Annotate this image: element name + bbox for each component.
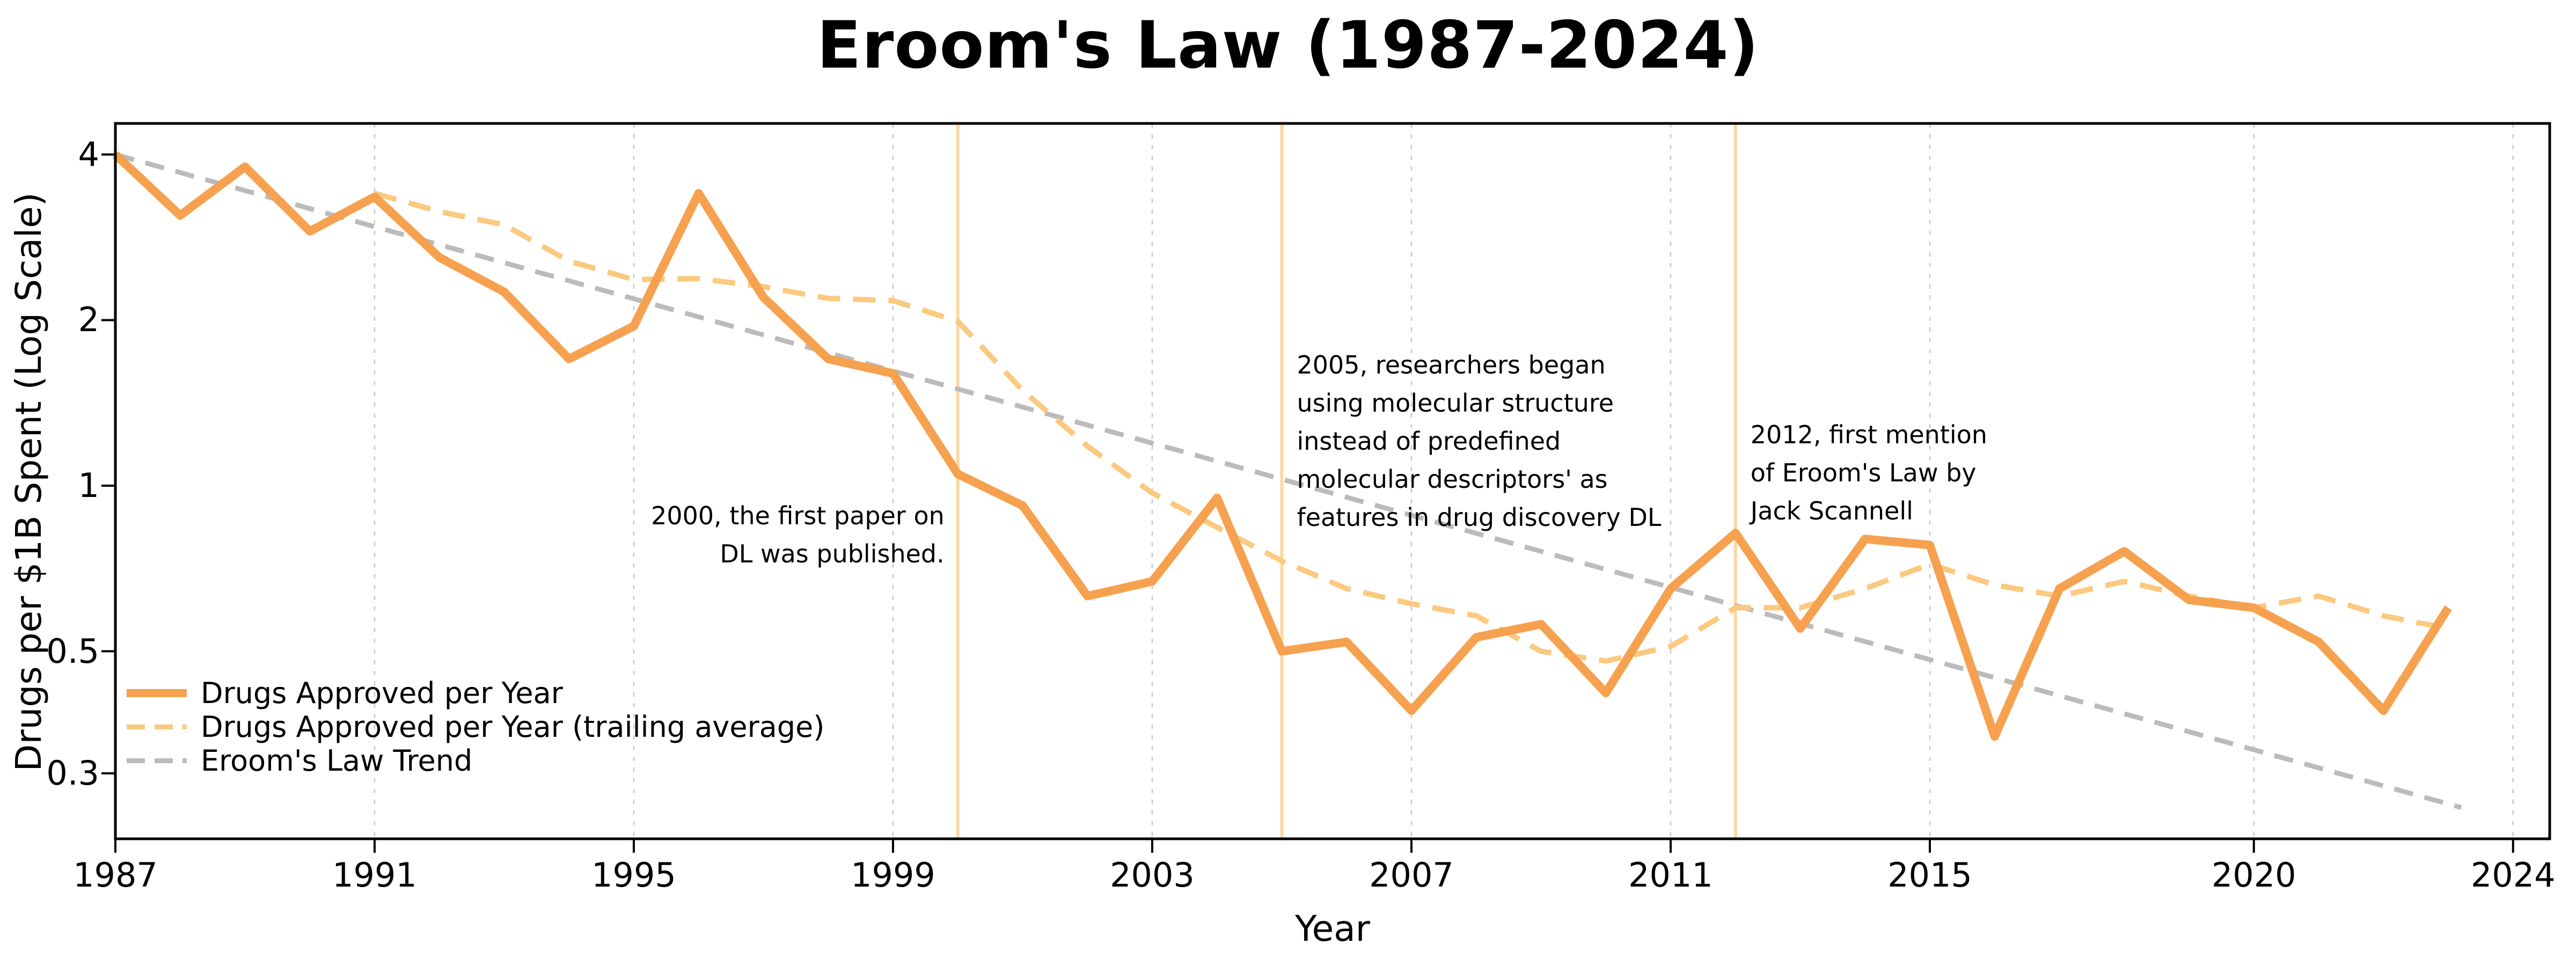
legend-item-2: Eroom's Law Trend <box>127 744 824 778</box>
x-tick-label-2024: 2024 <box>2470 855 2556 895</box>
axis-spines <box>114 122 2551 840</box>
legend-item-label: Drugs Approved per Year <box>201 676 563 710</box>
chart-title: Eroom's Law (1987-2024) <box>817 8 1759 83</box>
legend: Drugs Approved per Year Drugs Approved pe… <box>127 676 824 778</box>
legend-item-0: Drugs Approved per Year <box>127 676 824 710</box>
legend-item-1: Drugs Approved per Year (trailing averag… <box>127 710 824 744</box>
x-tick-label-2011: 2011 <box>1628 855 1713 895</box>
x-tick-label-2015: 2015 <box>1887 855 1972 895</box>
legend-item-label: Eroom's Law Trend <box>201 744 473 778</box>
legend-swatch-solid-orange <box>127 689 187 697</box>
y-tick-label-0.3: 0.3 <box>46 753 99 793</box>
annotation-2005: 2005, researchers began using molecular … <box>1297 350 1662 532</box>
legend-item-label: Drugs Approved per Year (trailing averag… <box>201 710 825 744</box>
x-axis-label: Year <box>1295 908 1370 949</box>
y-tick-label-1: 1 <box>78 466 99 505</box>
legend-swatch-dashed-light-orange <box>127 724 187 729</box>
y-tick-label-0.5: 0.5 <box>46 631 99 671</box>
annotation-2000: 2000, the first paper on DL was publishe… <box>651 501 945 568</box>
x-tick-label-1995: 1995 <box>591 855 676 895</box>
x-tick-label-1991: 1991 <box>332 855 417 895</box>
y-tick-label-2: 2 <box>78 300 99 340</box>
legend-swatch-dashed-gray <box>127 758 187 763</box>
x-tick-label-1987: 1987 <box>73 855 158 895</box>
series-trailing-line <box>374 191 2449 664</box>
x-tick-label-1999: 1999 <box>851 855 935 895</box>
y-tick-label-4: 4 <box>78 134 99 174</box>
x-tick-label-2007: 2007 <box>1369 855 1454 895</box>
series-trend-line <box>114 152 2462 810</box>
annotation-2012: 2012, first mention of Eroom's Law by Ja… <box>1750 420 1987 525</box>
x-tick-label-2003: 2003 <box>1110 855 1195 895</box>
series-approved-line <box>112 151 2452 741</box>
x-tick-label-2020: 2020 <box>2211 855 2296 895</box>
